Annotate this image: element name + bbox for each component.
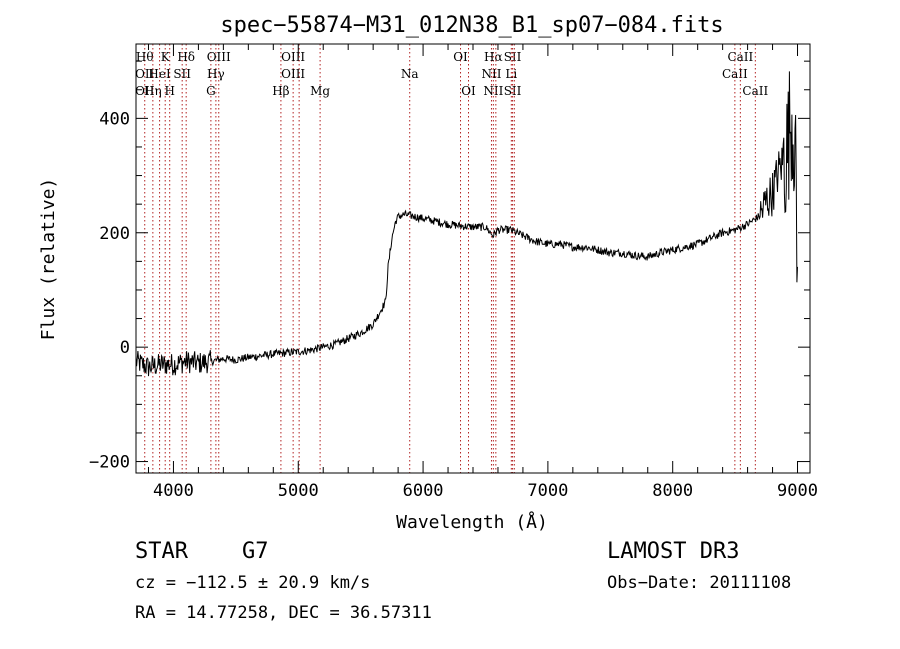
y-tick-label: −200 [89, 453, 130, 473]
x-tick-label: 8000 [652, 481, 693, 501]
plot-frame [135, 43, 811, 474]
line-label: Hβ [272, 84, 289, 98]
line-label: CaII [727, 50, 753, 64]
line-label: OIII [281, 67, 305, 81]
line-label: Hθ [136, 50, 154, 64]
x-tick-label: 4000 [153, 481, 194, 501]
y-tick-label: 200 [99, 224, 130, 244]
line-label: Hγ [207, 67, 225, 81]
line-label: OIII [281, 50, 305, 64]
spectrum-series [135, 71, 798, 377]
line-label: HeI [148, 67, 171, 81]
y-tick-label: 400 [99, 109, 130, 129]
line-label: OI [453, 50, 468, 64]
line-label: NII [483, 84, 503, 98]
sky-coordinates: RA = 14.77258, DEC = 36.57311 [135, 603, 432, 623]
line-label: SII [504, 50, 522, 64]
spectral-line-markers: HθOIIOIIHηHeIKHSIIHδGHγOIIIHβOIIIOIIIMgN… [135, 44, 768, 473]
line-label: NII [481, 67, 501, 81]
x-tick-label: 9000 [777, 481, 818, 501]
line-label: OIII [207, 50, 231, 64]
line-label: OI [461, 84, 476, 98]
survey-name: LAMOST DR3 [607, 539, 740, 564]
line-label: CaII [722, 67, 748, 81]
x-tick-label: 6000 [403, 481, 444, 501]
x-tick-label: 7000 [527, 481, 568, 501]
object-subclass: G7 [242, 539, 269, 564]
x-axis-label: Wavelength (Å) [396, 511, 548, 533]
chart-title: spec−55874−M31_012N38_B1_sp07−084.fits [220, 13, 723, 38]
line-label: K [161, 50, 171, 64]
line-label: OII [135, 67, 155, 81]
line-label: Hα [484, 50, 503, 64]
line-label: H [164, 84, 174, 98]
spectrum-line [135, 71, 798, 377]
axes: 4000 5000 6000 7000 8000 9000 −200 0 200 400 [89, 44, 818, 501]
line-label: CaII [742, 84, 768, 98]
line-label: SII [504, 84, 522, 98]
line-label: G [206, 84, 216, 98]
y-tick-label: 0 [120, 338, 130, 358]
observation-date: Obs−Date: 20111108 [607, 573, 792, 593]
line-label: Li [505, 67, 517, 81]
line-label: Mg [310, 84, 330, 98]
redshift-velocity: cz = −112.5 ± 20.9 km/s [135, 573, 371, 593]
x-tick-label: 5000 [278, 481, 319, 501]
line-label: SII [173, 67, 191, 81]
line-label: OII [135, 84, 155, 98]
y-axis-label: Flux (relative) [38, 178, 59, 341]
line-label: Hδ [177, 50, 195, 64]
object-class: STAR [135, 539, 188, 564]
line-label: Hη [144, 84, 162, 98]
line-label: Na [401, 67, 419, 81]
